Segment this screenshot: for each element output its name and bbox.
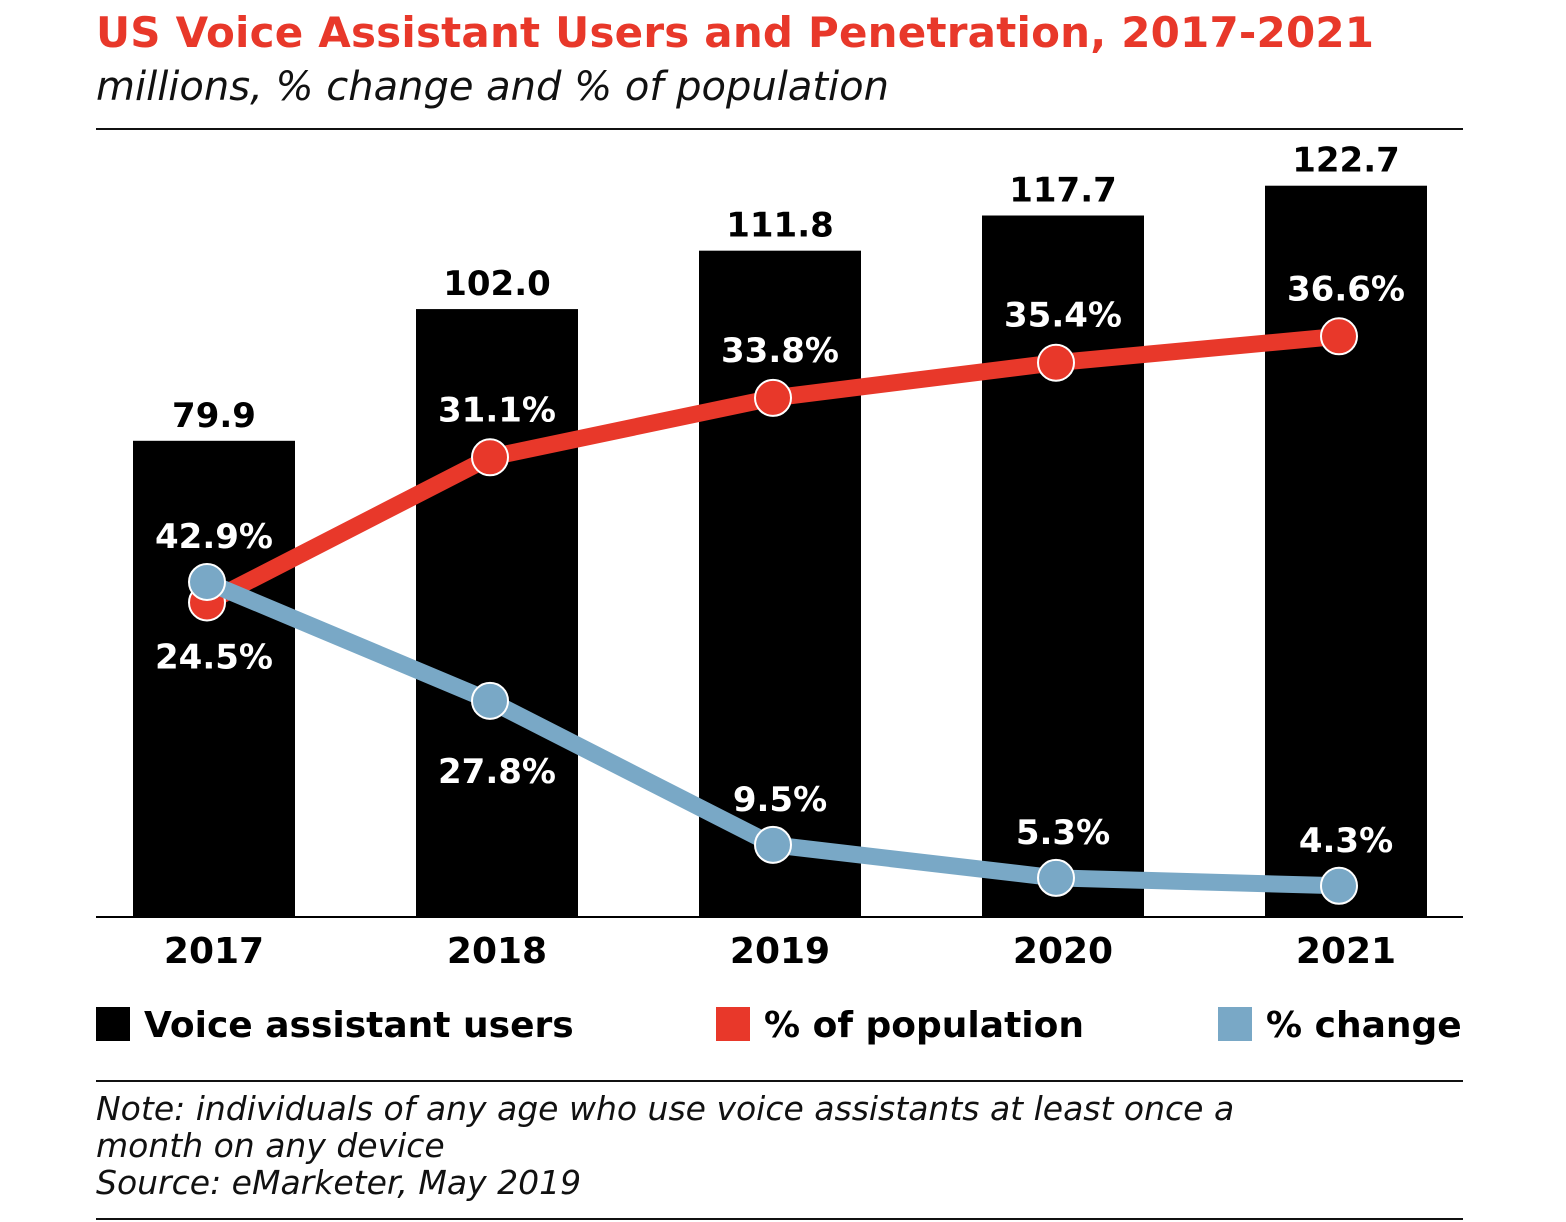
x-tick-2021: 2021	[1296, 931, 1396, 972]
change-point-2021	[1320, 866, 1358, 905]
legend-swatch-change	[1218, 1007, 1252, 1041]
x-tick-2018: 2018	[447, 931, 547, 972]
legend: Voice assistant users % of population % ch…	[96, 1005, 1462, 1046]
bar-label-2020: 117.7	[1009, 171, 1117, 211]
footer-rule	[96, 1218, 1463, 1220]
change-label-2020: 5.3%	[1016, 813, 1110, 853]
chart: 79.9 102.0 111.8 117.7 122.7 2017 2018 2019 202…	[96, 141, 1463, 1046]
x-tick-2019: 2019	[730, 931, 830, 972]
population-point-2021	[1320, 317, 1358, 356]
note-line-2: month on any device	[96, 1126, 445, 1165]
bottom-rule	[96, 1080, 1463, 1082]
bars-group	[133, 185, 1427, 918]
population-label-2021: 36.6%	[1287, 269, 1405, 309]
population-point-2020	[1037, 343, 1075, 382]
population-label-2019: 33.8%	[721, 331, 839, 371]
source-text: Source: eMarketer, May 2019	[96, 1163, 582, 1202]
bar-label-2021: 122.7	[1292, 141, 1400, 181]
footnote: Note: individuals of any age who use voi…	[96, 1090, 1466, 1201]
change-point-2019	[754, 825, 792, 864]
bar-labels-group: 79.9 102.0 111.8 117.7 122.7	[172, 141, 1400, 436]
change-point-2020	[1037, 858, 1075, 897]
line-labels-group: 24.5% 31.1% 33.8% 35.4% 36.6% 42.9% 27.8% 9.5% 5…	[155, 269, 1405, 860]
legend-swatch-population	[716, 1007, 750, 1041]
population-point-2018	[471, 438, 509, 477]
legend-label-population: % of population	[764, 1005, 1084, 1046]
change-point-2018	[471, 681, 509, 720]
population-point-2019	[754, 378, 792, 417]
change-label-2019: 9.5%	[733, 780, 827, 820]
bar-2017	[133, 440, 295, 917]
x-tick-2020: 2020	[1013, 931, 1113, 972]
population-label-2018: 31.1%	[438, 390, 556, 430]
legend-label-change: % change	[1266, 1005, 1462, 1046]
bar-2019	[699, 250, 861, 917]
bar-label-2018: 102.0	[443, 264, 551, 304]
legend-swatch-users	[96, 1007, 130, 1041]
bar-2018	[416, 309, 578, 918]
top-rule	[96, 128, 1463, 130]
population-label-2020: 35.4%	[1004, 296, 1122, 336]
population-label-2017: 24.5%	[155, 638, 273, 678]
change-label-2021: 4.3%	[1299, 821, 1393, 861]
chart-subtitle: millions, % change and % of population	[96, 64, 889, 110]
change-point-2017	[188, 562, 226, 601]
bar-2021	[1265, 185, 1427, 917]
x-tick-labels: 2017 2018 2019 2020 2021	[164, 931, 1396, 972]
bar-label-2017: 79.9	[172, 396, 256, 436]
x-tick-2017: 2017	[164, 931, 264, 972]
change-label-2018: 27.8%	[438, 752, 556, 792]
legend-label-users: Voice assistant users	[144, 1005, 574, 1046]
note-line-1: Note: individuals of any age who use voi…	[96, 1089, 1235, 1128]
bar-label-2019: 111.8	[726, 206, 834, 246]
lines-group	[188, 317, 1358, 905]
bar-2020	[982, 215, 1144, 917]
chart-title: US Voice Assistant Users and Penetration…	[96, 8, 1375, 57]
change-label-2017: 42.9%	[155, 517, 273, 557]
